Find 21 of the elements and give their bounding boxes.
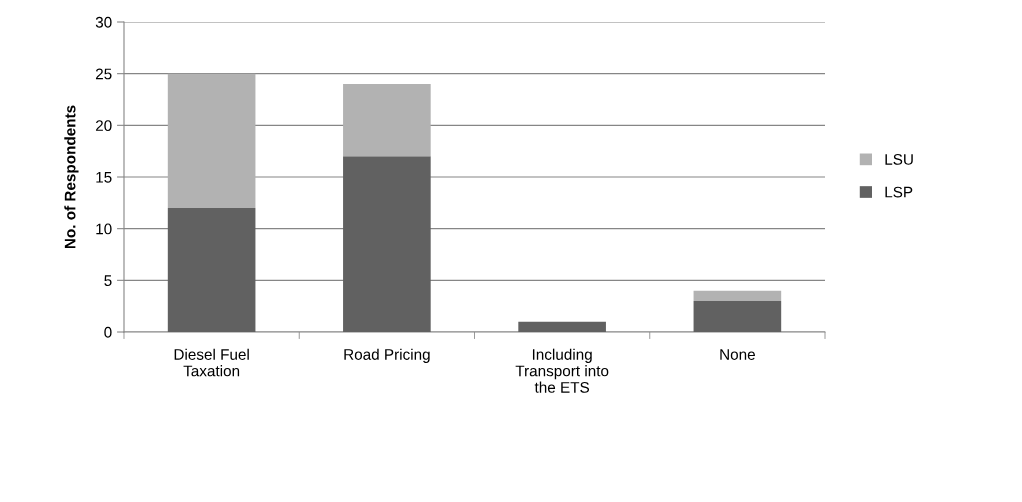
bar — [518, 321, 606, 332]
y-tick-label: 10 — [96, 223, 112, 235]
bar — [693, 290, 782, 301]
x-tick-label: Including Transport into the ETS — [515, 348, 609, 393]
bar — [343, 84, 431, 157]
bar — [167, 73, 256, 208]
y-tick-label: 0 — [104, 326, 112, 338]
legend-label: LSU — [885, 154, 913, 165]
y-axis-title: No. of Respondents — [64, 105, 79, 249]
bar — [343, 156, 431, 332]
y-tick-label: 5 — [104, 275, 112, 287]
bar — [167, 208, 256, 332]
legend-label: LSP — [885, 186, 913, 198]
y-tick-label: 25 — [95, 68, 112, 80]
x-tick-label: Road Pricing — [344, 348, 430, 363]
x-tick-label: None — [720, 349, 755, 360]
x-tick-label: Diesel Fuel Taxation — [174, 348, 249, 377]
y-tick-label: 15 — [96, 172, 112, 183]
bar — [693, 301, 782, 332]
y-tick-label: 20 — [95, 120, 112, 132]
y-tick-label: 30 — [95, 16, 112, 28]
